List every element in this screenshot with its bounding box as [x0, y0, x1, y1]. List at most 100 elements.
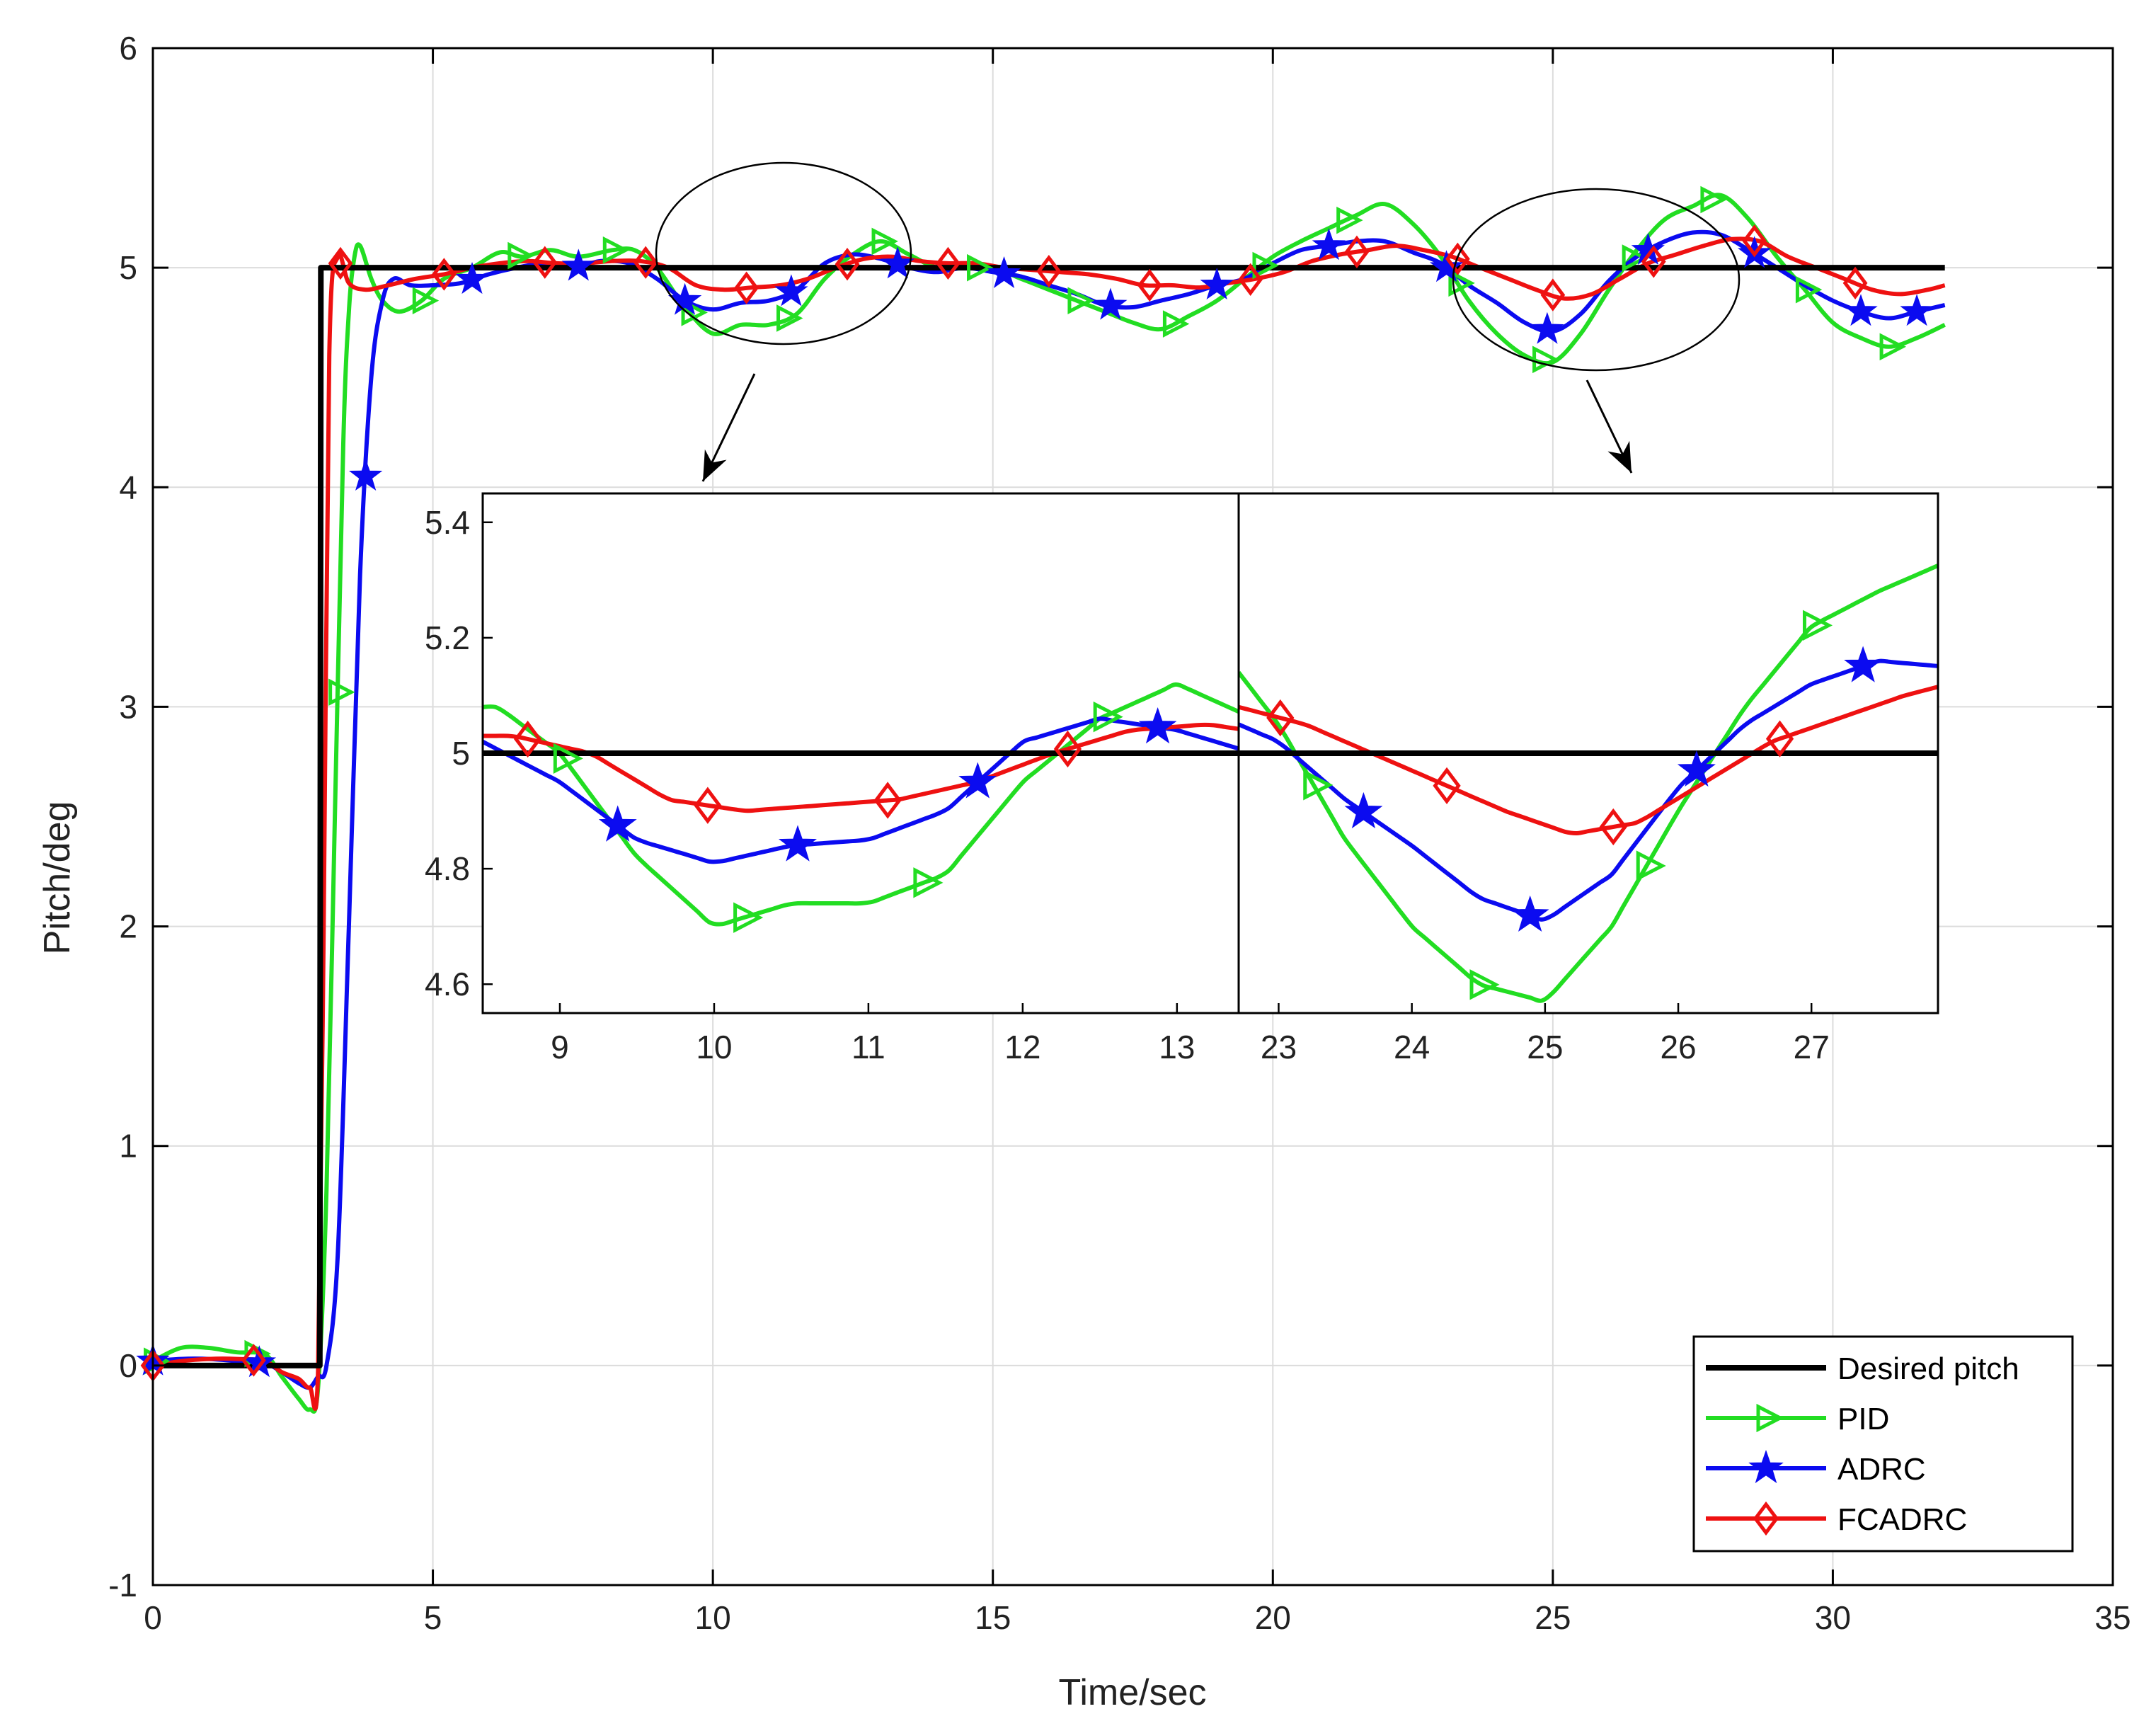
inset-marker-pid: [1636, 850, 1666, 881]
marker-pid: [1879, 333, 1906, 361]
marker-adrc: [1200, 268, 1234, 300]
zoom-arrow-head: [703, 449, 727, 481]
y-axis-title: Pitch/deg: [37, 801, 78, 955]
inset-plot-area: [483, 682, 1239, 933]
marker-fcadrc: [241, 1344, 266, 1377]
marker-fcadrc: [633, 246, 658, 279]
x-tick-label: 0: [144, 1599, 162, 1636]
inset-y-tick-label: 5.4: [425, 504, 470, 541]
inset-marker-pid: [1469, 969, 1500, 1000]
inset-y-tick-label: 5.2: [425, 619, 470, 656]
marker-fcadrc: [1742, 224, 1767, 258]
marker-adrc: [774, 274, 808, 307]
y-tick-label: 0: [119, 1347, 137, 1384]
marker-fcadrc: [936, 246, 961, 280]
marker-fcadrc: [1641, 245, 1666, 278]
zoom-ellipse: [1452, 188, 1741, 372]
legend-label-adrc: ADRC: [1837, 1452, 1926, 1487]
legend-item-fcadrc: FCADRC: [1706, 1501, 1967, 1537]
marker-pid: [1067, 287, 1094, 314]
inset-marker-fcadrc: [1765, 720, 1794, 757]
inset-marker-adrc: [1844, 646, 1883, 682]
inset-x-tick-label: 23: [1261, 1029, 1297, 1065]
legend-item-pid: PID: [1706, 1402, 1889, 1436]
marker-pid: [412, 287, 440, 314]
marker-fcadrc: [432, 258, 457, 291]
inset-left: 9 10 11 12 13 4.6 4.8 5 5.2 5.4: [425, 492, 1240, 1065]
marker-adrc: [1844, 294, 1878, 326]
legend: Desired pitch PID ADRC FCADRC: [1692, 1335, 2074, 1553]
marker-pid: [328, 678, 355, 707]
marker-adrc: [1900, 294, 1934, 326]
inset-y-tick-label: 5: [452, 735, 470, 772]
inset-line-fcadrc: [483, 722, 1239, 813]
series-line-desired: [153, 265, 1945, 1368]
y-tick-label: 5: [119, 249, 137, 286]
inset-marker-fcadrc: [873, 782, 902, 819]
inset-x-tick-label: 25: [1527, 1029, 1563, 1065]
legend-marker-fcadrc: [1753, 1501, 1779, 1536]
inset-marker-fcadrc: [694, 787, 722, 824]
marker-fcadrc: [1842, 266, 1868, 300]
x-tick-label: 15: [975, 1599, 1011, 1636]
marker-pid: [967, 253, 994, 282]
inset-marker-pid: [913, 867, 944, 898]
x-tick-label: 25: [1535, 1599, 1571, 1636]
marker-pid: [1252, 251, 1279, 280]
legend-item-desired: Desired pitch: [1706, 1351, 2019, 1386]
marker-pid: [1795, 275, 1823, 304]
marker-pid: [508, 241, 534, 270]
inset-y-tick-label: 4.8: [425, 850, 470, 887]
inset-x-tick-label: 10: [696, 1029, 732, 1065]
x-tick-label: 20: [1255, 1599, 1291, 1636]
zoom-annotations: [655, 161, 1741, 482]
inset-marker-pid: [1303, 770, 1334, 801]
legend-item-adrc: ADRC: [1706, 1449, 1926, 1487]
zoom-arrow-head: [1607, 440, 1632, 473]
inset-x-tick-label: 26: [1660, 1029, 1696, 1065]
y-tick-label: 2: [119, 908, 137, 945]
inset-frame: [1237, 492, 1939, 1014]
inset-marker-fcadrc: [1053, 730, 1082, 768]
inset-marker-adrc: [1344, 791, 1383, 829]
inset-y-tick-label: 4.6: [425, 966, 470, 1002]
inset-x-tick-label: 11: [851, 1029, 885, 1065]
plot-frame: [151, 47, 2114, 1586]
marker-pid: [1448, 269, 1475, 297]
inset-x-tick-label: 12: [1004, 1029, 1040, 1065]
marker-pid: [871, 227, 898, 256]
marker-adrc: [987, 256, 1021, 288]
inset-marker-adrc: [1510, 895, 1549, 932]
marker-fcadrc: [734, 271, 759, 304]
y-tick-label: 6: [119, 30, 137, 67]
y-tick-label: 4: [119, 469, 137, 505]
inset-marker-adrc: [1677, 750, 1716, 787]
x-tick-label: 5: [424, 1599, 442, 1636]
inset-right: 23 24 25 26 27: [1237, 492, 1939, 1065]
marker-fcadrc: [1344, 235, 1370, 268]
x-axis-title: Time/sec: [1059, 1672, 1207, 1713]
inset-marker-pid: [553, 743, 583, 774]
legend-label-pid: PID: [1837, 1402, 1889, 1436]
inset-x-tick-label: 13: [1159, 1029, 1195, 1065]
marker-pid: [1622, 244, 1649, 272]
inset-marker-pid: [1093, 701, 1123, 733]
series-line-pid: [151, 193, 1946, 1414]
marker-fcadrc: [1445, 242, 1470, 275]
inset-marker-adrc: [1138, 707, 1177, 744]
marker-adrc: [1530, 311, 1564, 344]
x-tick-label: 10: [695, 1599, 731, 1636]
marker-adrc: [1429, 250, 1464, 282]
legend-label-fcadrc: FCADRC: [1837, 1502, 1967, 1537]
inset-marker-adrc: [598, 805, 637, 842]
marker-pid: [776, 304, 803, 332]
marker-pid: [1336, 206, 1363, 234]
legend-label-desired: Desired pitch: [1837, 1351, 2019, 1386]
marker-pid: [1700, 185, 1727, 214]
inset-marker-pid: [1802, 610, 1833, 641]
x-tick-label: 30: [1815, 1599, 1851, 1636]
marker-fcadrc: [835, 248, 860, 281]
marker-fcadrc: [1036, 254, 1062, 288]
